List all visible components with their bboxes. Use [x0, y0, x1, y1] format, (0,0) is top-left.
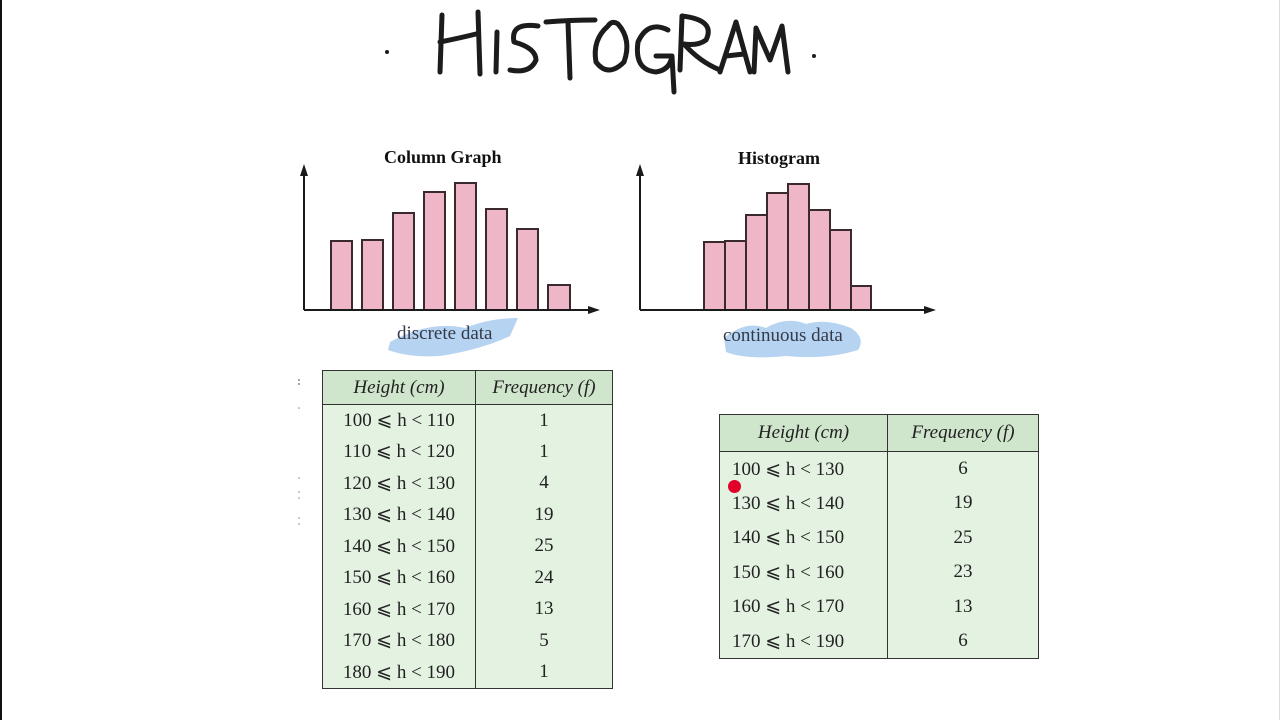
highlight-scribble — [724, 320, 861, 358]
margin-marks — [298, 379, 300, 525]
bar-8 — [850, 285, 872, 311]
table-row: 110 ⩽ h < 120 1 — [322, 436, 613, 468]
table-row: 160 ⩽ h < 170 13 — [719, 589, 1039, 624]
table-row: 120 ⩽ h < 130 4 — [322, 467, 613, 499]
bar-2 — [361, 239, 384, 311]
table-row: 180 ⩽ h < 190 1 — [322, 656, 613, 688]
y-axis-arrow-icon — [636, 164, 644, 176]
frequency-table-unequal-widths: Height (cm) Frequency (f) 100 ⩽ h < 130 6… — [719, 414, 1039, 659]
table-row: 160 ⩽ h < 170 13 — [322, 593, 613, 625]
histogram-caption: continuous data — [723, 325, 843, 346]
table-row: 100 ⩽ h < 130 6 — [719, 451, 1039, 486]
pen-cursor-dot — [728, 480, 741, 493]
bar-6 — [808, 209, 831, 311]
handwritten-title: HISTOGRAM — [385, 9, 816, 95]
histogram-title: Histogram — [738, 148, 820, 168]
column-graph-title: Column Graph — [384, 147, 502, 167]
header-height: Height (cm) — [322, 370, 476, 405]
bar-5 — [454, 182, 477, 311]
histogram-chart — [636, 164, 936, 358]
bar-3 — [392, 212, 415, 311]
table-row: 170 ⩽ h < 180 5 — [322, 625, 613, 657]
column-graph-axes — [303, 172, 590, 311]
table-row: 100 ⩽ h < 110 1 — [322, 404, 613, 436]
header-frequency: Frequency (f) — [887, 414, 1039, 452]
table-row: 140 ⩽ h < 150 25 — [719, 520, 1039, 555]
frequency-table-equal-widths: Height (cm) Frequency (f) 100 ⩽ h < 110 1… — [322, 370, 613, 689]
bar-1 — [703, 241, 726, 311]
histogram-bars — [703, 183, 872, 311]
bar-6 — [485, 208, 508, 311]
x-axis-arrow-icon — [924, 306, 936, 314]
bar-7 — [829, 229, 852, 311]
column-graph — [300, 164, 600, 357]
bar-7 — [516, 228, 539, 311]
table-row: 150 ⩽ h < 160 23 — [719, 555, 1039, 590]
header-frequency: Frequency (f) — [475, 370, 613, 405]
table-row: 170 ⩽ h < 190 6 — [719, 624, 1039, 659]
x-axis-arrow-icon — [588, 306, 600, 314]
bar-1 — [330, 240, 353, 311]
table-row: 140 ⩽ h < 150 25 — [322, 530, 613, 562]
highlight-scribble — [388, 318, 518, 357]
column-bars — [330, 182, 571, 311]
y-axis-arrow-icon — [300, 164, 308, 176]
table-row: 130 ⩽ h < 140 19 — [322, 499, 613, 531]
header-height: Height (cm) — [719, 414, 888, 452]
table-row: 150 ⩽ h < 160 24 — [322, 562, 613, 594]
bar-4 — [423, 191, 446, 311]
window-left-edge — [0, 0, 2, 720]
bar-3 — [745, 214, 768, 311]
bar-5 — [787, 183, 810, 311]
bar-4 — [766, 192, 789, 311]
column-graph-caption: discrete data — [397, 323, 493, 344]
table-row: 130 ⩽ h < 140 19 — [719, 486, 1039, 521]
histogram-axes — [639, 172, 926, 311]
bar-8 — [547, 284, 571, 311]
bar-2 — [724, 240, 747, 311]
